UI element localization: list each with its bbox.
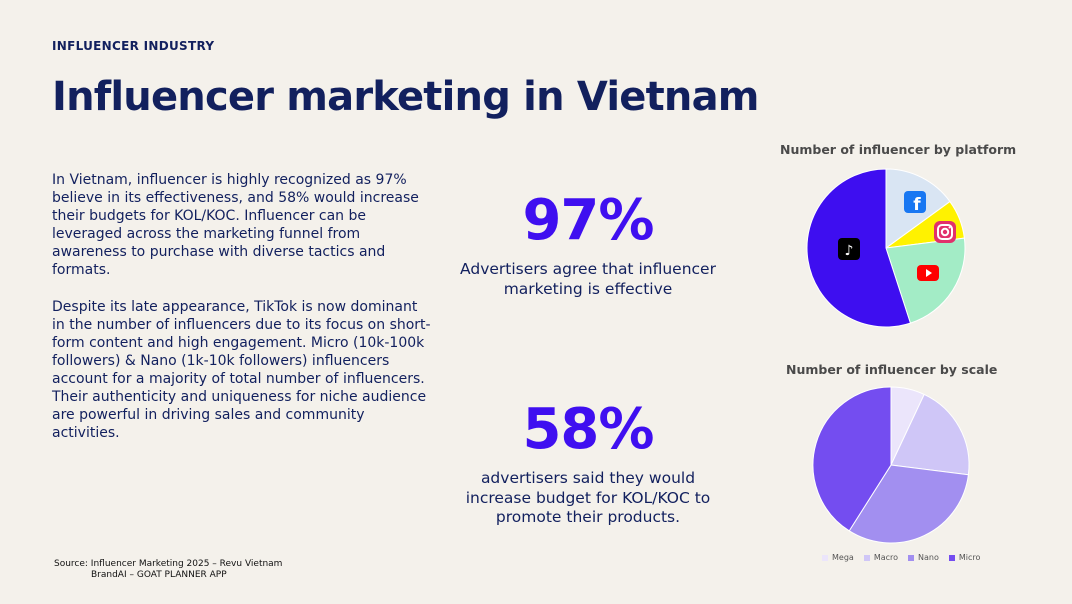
svg-text:♪: ♪ bbox=[845, 243, 854, 259]
scale-chart-title: Number of influencer by scale bbox=[786, 362, 998, 377]
stat-58-value: 58% bbox=[522, 397, 654, 462]
scale-chart-legend: Mega Macro Nano Micro bbox=[822, 553, 980, 562]
stat-97-value: 97% bbox=[522, 188, 654, 253]
platform-pie-chart: f ♪ bbox=[806, 168, 966, 328]
stat-97-caption: Advertisers agree that influencer market… bbox=[460, 260, 716, 298]
legend-item-macro: Macro bbox=[863, 553, 898, 562]
legend-item-mega: Mega bbox=[822, 553, 854, 562]
legend-swatch bbox=[863, 554, 870, 561]
body-paragraph-2: Despite its late appearance, TikTok is n… bbox=[52, 299, 431, 441]
legend-swatch bbox=[908, 554, 915, 561]
instagram-icon bbox=[934, 221, 956, 243]
svg-text:f: f bbox=[913, 195, 921, 215]
legend-swatch bbox=[948, 554, 955, 561]
stat-58-caption: advertisers said they would increase bud… bbox=[465, 469, 711, 526]
page-title: Influencer marketing in Vietnam bbox=[52, 74, 759, 120]
legend-item-micro: Micro bbox=[948, 553, 980, 562]
tiktok-icon: ♪ bbox=[838, 238, 860, 260]
source-line-1: Source: Influencer Marketing 2025 – Revu… bbox=[54, 559, 283, 569]
pie-slice-macro bbox=[890, 393, 970, 476]
platform-chart-title: Number of influencer by platform bbox=[780, 142, 1017, 157]
legend-item-nano: Nano bbox=[908, 553, 939, 562]
pie-slice-micro bbox=[812, 386, 892, 532]
source-note: Source: Influencer Marketing 2025 – Revu… bbox=[54, 559, 282, 581]
legend-swatch bbox=[822, 554, 828, 561]
scale-pie-chart bbox=[812, 386, 970, 544]
section-eyebrow: INFLUENCER INDUSTRY bbox=[52, 39, 215, 53]
body-paragraph-1: In Vietnam, influencer is highly recogni… bbox=[52, 172, 419, 278]
source-line-2: BrandAI – GOAT PLANNER APP bbox=[91, 570, 227, 580]
youtube-icon bbox=[917, 265, 939, 281]
facebook-icon: f bbox=[904, 191, 926, 215]
